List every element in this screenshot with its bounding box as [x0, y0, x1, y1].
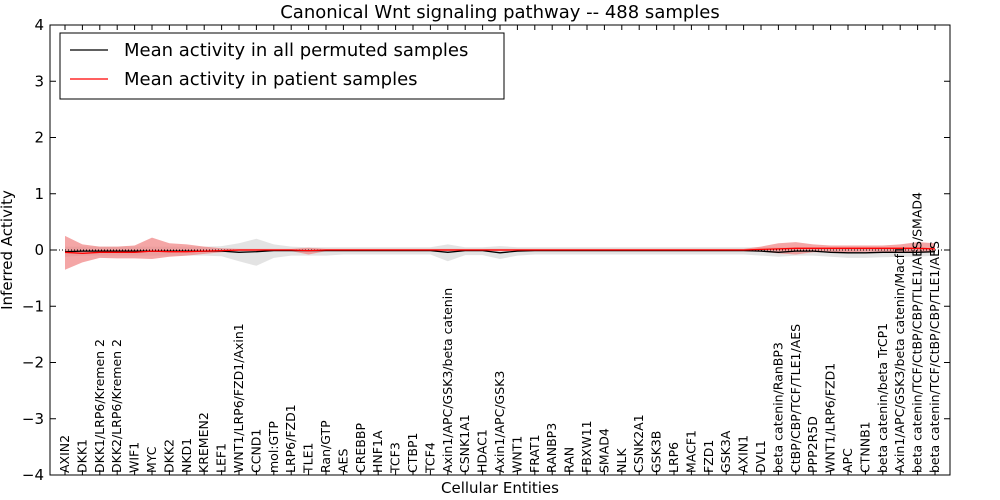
category-label: DVL1: [753, 440, 768, 473]
category-label: PPP2R5D: [805, 416, 820, 473]
category-label: CtBP/CBP/TCF/TLE1/AES: [788, 324, 803, 473]
y-tick-label: −3: [22, 410, 44, 428]
category-label: KREMEN2: [196, 412, 211, 473]
category-label: Axin1/APC/GSK3: [492, 371, 507, 473]
y-tick-label: −1: [22, 297, 44, 315]
line-patient-mean: [64, 247, 936, 255]
category-label: AXIN2: [57, 435, 72, 473]
category-label: DKK1/LRP6/Kremen 2: [92, 339, 107, 473]
category-label: MYC: [144, 446, 159, 473]
category-label: NLK: [614, 448, 629, 473]
y-tick-label: 3: [34, 72, 44, 90]
y-tick-label: 2: [34, 129, 44, 147]
category-label: DKK2/LRP6/Kremen 2: [109, 339, 124, 473]
category-label: FZD1: [701, 440, 716, 473]
category-label: Axin1/APC/GSK3/beta catenin/Macf1: [892, 246, 907, 473]
category-label: HDAC1: [475, 429, 490, 473]
category-label: NKD1: [179, 438, 194, 473]
category-label: LEF1: [214, 443, 229, 473]
x-axis-title: Cellular Entities: [441, 479, 559, 497]
category-label: beta catenin/RanBP3: [770, 342, 785, 473]
category-label: AXIN1: [736, 435, 751, 473]
category-label: CCND1: [248, 429, 263, 473]
legend-box: [59, 32, 505, 100]
y-tick-label: −4: [22, 466, 44, 484]
category-label: FRAT1: [527, 434, 542, 473]
category-label: HNF1A: [370, 430, 385, 473]
y-axis-ticks: −4 −3 −2 −1 0 1 2 3 4: [22, 16, 950, 484]
category-label: Ran/GTP: [318, 420, 333, 473]
category-label: LRP6: [666, 442, 681, 473]
chart-title: Canonical Wnt signaling pathway -- 488 s…: [280, 2, 720, 23]
category-label: beta catenin/beta TrCP1: [875, 323, 890, 473]
category-label: WNT1: [509, 436, 524, 473]
category-label: AES: [335, 449, 350, 473]
category-label: beta catenin/TCF/CtBP/CBP/TLE1/AES: [927, 241, 942, 473]
category-label: WNT1/LRP6/FZD1: [823, 363, 838, 473]
category-label: WNT1/LRP6/FZD1/Axin1: [231, 323, 246, 473]
category-label: CTNNB1: [857, 421, 872, 473]
category-label: TCF4: [422, 442, 437, 474]
legend: Mean activity in all permuted samples Me…: [59, 32, 505, 100]
category-label: RANBP3: [544, 423, 559, 473]
category-label: Axin1/APC/GSK3/beta catenin: [440, 288, 455, 473]
category-label: CTBP1: [405, 433, 420, 473]
category-label: GSK3A: [718, 430, 733, 473]
category-label: TLE1: [301, 443, 316, 474]
category-label: GSK3B: [649, 431, 664, 473]
y-axis-title: Inferred Activity: [0, 190, 16, 310]
category-label: beta catenin/TCF/CtBP/CBP/TLE1/AES/SMAD4: [910, 192, 925, 473]
category-label: MACF1: [683, 430, 698, 473]
category-label: FBXW11: [579, 420, 594, 473]
plot-area: [50, 235, 950, 270]
category-label: DKK2: [161, 439, 176, 473]
x-axis-ticks: [64, 25, 936, 475]
y-tick-label: −2: [22, 354, 44, 372]
band-patient: [65, 235, 935, 270]
category-label: CSNK1A1: [457, 414, 472, 473]
category-label: TCF3: [388, 442, 403, 474]
legend-label-patient: Mean activity in patient samples: [124, 69, 418, 90]
category-label: WIF1: [127, 442, 142, 473]
series-lines: [64, 247, 936, 255]
category-labels: AXIN2 DKK1 DKK1/LRP6/Kremen 2 DKK2/LRP6/Kre…: [57, 192, 942, 474]
y-tick-label: 1: [34, 185, 44, 203]
category-label: CSNK2A1: [631, 414, 646, 473]
category-label: APC: [840, 448, 855, 473]
category-label: SMAD4: [596, 428, 611, 473]
y-tick-label: 4: [34, 16, 44, 34]
legend-label-permuted: Mean activity in all permuted samples: [124, 40, 468, 61]
category-label: RAN: [562, 447, 577, 473]
y-tick-label: 0: [34, 241, 44, 259]
category-label: DKK1: [74, 439, 89, 473]
category-label: LRP6/FZD1: [283, 404, 298, 473]
category-label: mol:GTP: [266, 421, 281, 473]
category-label: CREBBP: [353, 423, 368, 473]
